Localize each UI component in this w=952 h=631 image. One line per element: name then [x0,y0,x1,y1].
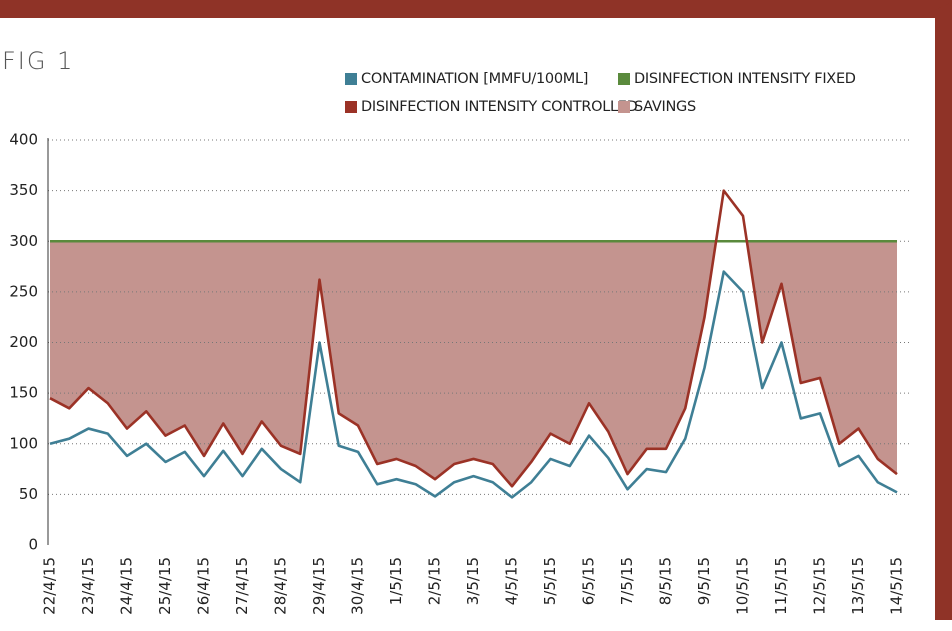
side-band [935,18,952,620]
top-band [0,0,952,18]
legend-label: CONTAMINATION [MMFU/100ML] [361,71,588,87]
line [49,189,898,488]
x-tick-label: 24/4/15 [118,557,136,615]
y-tick-label: 350 [9,181,38,199]
y-tick-label: 150 [9,384,38,402]
legend-label: DISINFECTION INTENSITY FIXED [634,71,856,87]
x-tick-label: 23/4/15 [79,557,97,615]
x-tick-label: 25/4/15 [156,557,174,615]
x-tick-label: 5/5/15 [541,557,559,605]
x-tick-label: 30/4/15 [349,557,367,615]
y-tick-label: 250 [9,282,38,300]
legend-swatch [345,101,357,113]
x-tick-label: 9/5/15 [695,557,713,605]
x-tick-label: 27/4/15 [233,557,251,615]
x-tick-label: 7/5/15 [618,557,636,605]
x-tick-label: 2/5/15 [426,557,444,605]
x-tick-label: 12/5/15 [811,557,829,615]
legend-swatch [345,73,357,85]
legend-swatch [618,101,630,113]
y-tick-label: 300 [9,232,38,250]
x-tick-label: 28/4/15 [272,557,290,615]
x-tick-label: 14/5/15 [888,557,906,615]
line [49,270,898,499]
x-tick-label: 11/5/15 [772,557,790,615]
legend-label: DISINFECTION INTENSITY CONTROLLED [361,99,638,115]
savings-area [50,241,897,487]
y-tick-label: 0 [28,536,38,554]
y-tick-label: 100 [9,434,38,452]
y-tick-label: 400 [9,131,38,149]
y-tick-label: 200 [9,333,38,351]
x-tick-label: 29/4/15 [310,557,328,615]
x-tick-label: 1/5/15 [387,557,405,605]
x-tick-label: 13/5/15 [849,557,867,615]
x-tick-label: 6/5/15 [580,557,598,605]
corner [918,2,952,18]
x-tick-label: 8/5/15 [657,557,675,605]
x-tick-label: 3/5/15 [464,557,482,605]
legend-swatch [618,73,630,85]
chart-title: FIG 1 [2,47,74,75]
x-tick-label: 26/4/15 [195,557,213,615]
legend-label: SAVINGS [634,99,696,115]
x-tick-label: 4/5/15 [503,557,521,605]
x-tick-label: 10/5/15 [734,557,752,615]
y-tick-label: 50 [19,485,38,503]
x-tick-label: 22/4/15 [41,557,59,615]
